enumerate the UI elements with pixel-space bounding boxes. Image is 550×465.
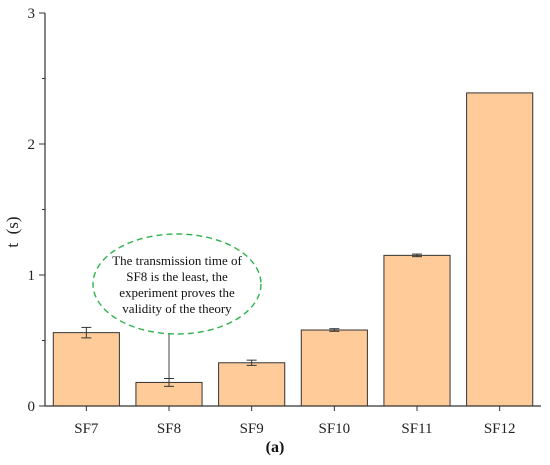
annotation-ellipse [92, 233, 262, 335]
x-tick-label-sf9: SF9 [240, 421, 264, 437]
annotation-text-line-3: experiment proves the [119, 285, 235, 300]
y-axis-title: t (s) [3, 216, 22, 247]
annotation-text-line-1: The transmission time of [112, 253, 242, 268]
bar-sf9 [218, 362, 286, 407]
y-tick-label-1: 1 [28, 268, 36, 284]
annotation-text-line-2: SF8 is the least, the [126, 269, 228, 284]
y-axis-title-group: t (s) [3, 216, 22, 247]
y-tick-label-2: 2 [28, 137, 36, 153]
bar-sf10 [300, 329, 368, 407]
x-tick-label-sf11: SF11 [401, 421, 432, 437]
x-tick-label-sf8: SF8 [157, 421, 181, 437]
bar-sf12 [466, 92, 534, 407]
bar-sf7 [52, 332, 120, 407]
y-tick-label-3: 3 [28, 6, 36, 22]
panel-label: (a) [265, 439, 285, 456]
bar-chart: t (s) SF7 SF8 SF9 SF10 SF11 SF12 0 1 2 3 The trans… [3, 6, 541, 437]
bar-sf11 [383, 254, 451, 407]
x-tick-label-sf7: SF7 [74, 421, 99, 437]
x-tick-label-sf10: SF10 [318, 421, 350, 437]
x-tick-label-sf12: SF12 [484, 421, 516, 437]
annotation-text-line-4: validity of the theory [122, 301, 232, 316]
y-tick-label-0: 0 [28, 399, 36, 415]
plot-area: SF7 SF8 SF9 SF10 SF11 SF12 0 1 2 3 The transmissio… [28, 6, 541, 437]
